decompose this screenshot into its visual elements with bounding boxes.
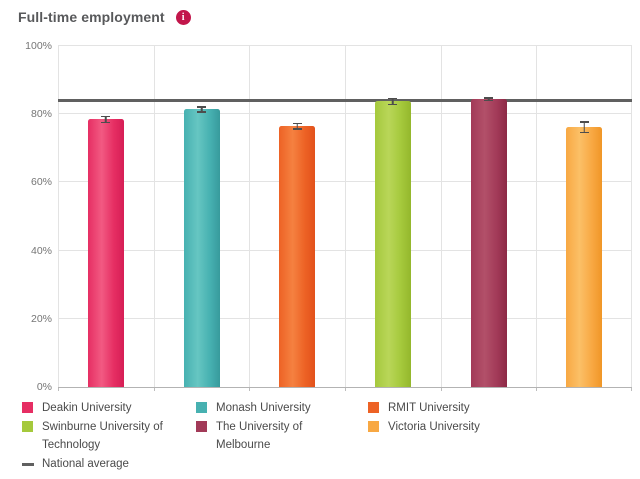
national-average-dash-icon [22,463,34,466]
gridline-vertical [249,46,251,387]
legend-item-victoria-university[interactable]: Victoria University [368,418,628,436]
chart-header: Full-time employment i [18,6,191,28]
x-axis-tick [536,387,538,391]
error-bar-cap-top [388,97,398,99]
x-axis-tick [249,387,251,391]
x-axis-tick [345,387,346,391]
x-axis-tick [58,387,59,391]
gridline-vertical [536,46,538,387]
error-bar-stem [583,121,585,134]
error-bar [100,115,111,124]
legend-label: RMIT University [388,402,470,414]
bar-victoria-university[interactable] [566,127,603,387]
legend-swatch-icon [22,421,33,432]
legend-item-swinburne-university-of-technology[interactable]: Swinburne University of Technology [22,418,196,454]
error-bar-cap-top [101,115,111,118]
chart-title: Full-time employment [18,9,165,25]
legend-swatch-icon [368,402,379,413]
error-bar-cap-bottom [484,99,493,102]
gridline-vertical [153,46,155,387]
gridline-vertical [631,46,632,387]
y-tick-label: 60% [30,176,52,189]
legend-label: Victoria University [388,421,480,433]
error-bar-cap-top [579,121,589,123]
x-axis-tick [153,387,155,391]
legend-label: Swinburne University of Technology [42,421,163,451]
y-tick-label: 80% [30,108,52,121]
x-axis-tick [631,387,632,391]
error-bar [579,121,590,134]
legend-swatch-icon [22,402,33,413]
legend-item-monash-university[interactable]: Monash University [196,399,368,417]
bar-deakin-university[interactable] [87,119,124,387]
error-bar [196,106,207,113]
error-bar-stem [200,106,203,113]
national-average-line [58,99,632,103]
gridline-vertical [440,46,442,387]
x-axis-line [58,387,632,388]
error-bar-cap-bottom [197,111,206,113]
y-tick-label: 0% [36,381,52,393]
error-bar-cap-bottom [579,131,589,134]
bar-swinburne-university-of-technology[interactable] [374,101,411,387]
bar-rmit-university[interactable] [279,126,316,387]
error-bar-cap-bottom [101,121,111,124]
y-tick-label: 20% [30,312,52,325]
legend-item-rmit-university[interactable]: RMIT University [368,399,628,417]
bar-monash-university[interactable] [183,109,220,387]
legend-label: National average [42,458,129,470]
legend-swatch-icon [368,421,379,432]
gridline-vertical [58,46,59,387]
gridline-horizontal [58,45,632,46]
legend-item-deakin-university[interactable]: Deakin University [22,399,196,417]
legend-label: The University of Melbourne [216,421,303,451]
error-bar-cap-top [292,122,302,125]
legend-item-the-university-of-melbourne[interactable]: The University of Melbourne [196,418,368,454]
legend-swatch-icon [196,421,207,432]
bar-the-university-of-melbourne[interactable] [470,99,507,387]
error-bar-stem [105,115,107,124]
legend-label: Monash University [216,402,311,414]
legend-item-national-average[interactable]: National average [22,455,196,473]
y-axis: 0% 20% 40% 60% 80% 100% [0,40,52,393]
chart-legend: Deakin University Monash University RMIT U… [22,399,628,473]
gridline-vertical [345,46,346,387]
legend-label: Deakin University [42,402,132,414]
error-bar [292,122,303,130]
y-tick-label: 40% [30,244,52,257]
plot-area [58,45,632,391]
error-bar-cap-bottom [292,128,302,130]
info-icon[interactable]: i [175,9,191,25]
error-bar-cap-bottom [388,103,398,105]
error-bar-stem [392,97,394,105]
x-axis-tick [440,387,442,391]
error-bar [483,97,494,102]
y-tick-label: 100% [25,40,52,52]
error-bar-stem [487,97,490,102]
legend-swatch-icon [196,402,207,413]
error-bar [387,97,398,105]
error-bar-cap-top [484,97,493,99]
error-bar-cap-top [197,106,206,108]
error-bar-stem [296,122,298,130]
